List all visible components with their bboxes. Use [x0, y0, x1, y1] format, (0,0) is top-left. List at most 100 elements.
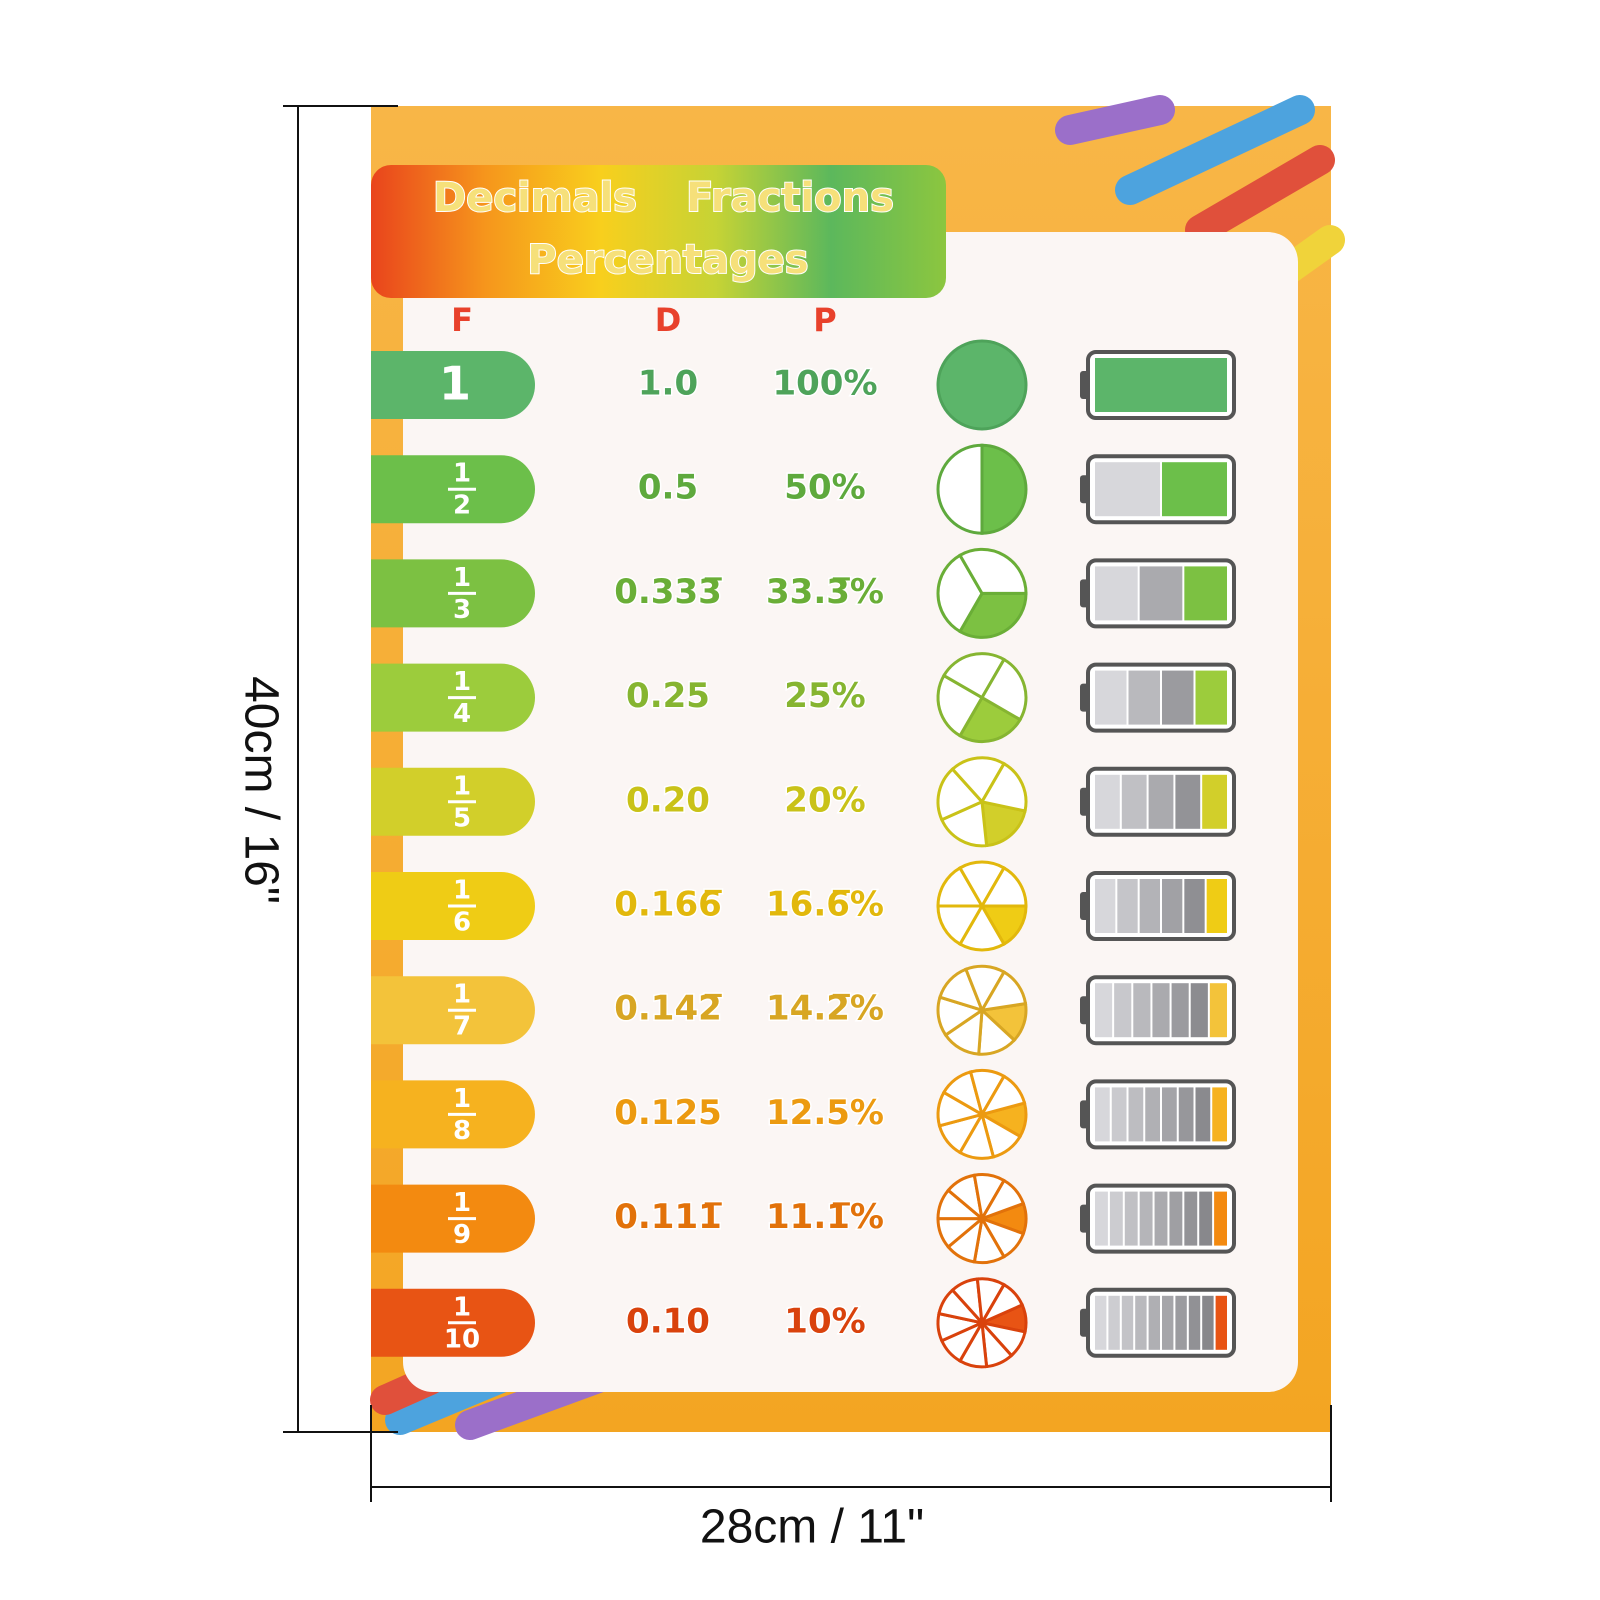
pie-slice [979, 865, 1028, 908]
battery-cell [1095, 462, 1160, 517]
battery-cell [1169, 1191, 1183, 1246]
title-word: Percentages [527, 237, 808, 283]
pie [936, 1173, 1028, 1265]
battery-cell [1154, 1191, 1168, 1246]
fraction-numerator: 1 [453, 876, 471, 906]
battery-cell [1148, 1295, 1160, 1350]
percent: 100% [772, 364, 877, 404]
row: 13 0.333̅ 33.3̅% [371, 547, 1236, 639]
battery-cell [1190, 983, 1208, 1038]
decimal: 0.25 [626, 676, 710, 716]
battery-cell [1095, 774, 1120, 829]
percent: 16.6̅% [766, 885, 884, 925]
row: 18 0.125 12.5% [371, 1068, 1236, 1160]
battery-cell [1214, 1191, 1227, 1246]
fraction-denominator: 5 [453, 803, 471, 833]
decimal: 0.333̅ [614, 572, 722, 612]
battery-cell [1095, 983, 1113, 1038]
pie-slice [978, 1178, 1026, 1222]
height-label: 40cm / 16" [234, 676, 287, 904]
battery-cell [1184, 879, 1205, 933]
battery-cell [1128, 1087, 1144, 1142]
decimal: 0.5 [638, 468, 698, 508]
pie-slice [979, 761, 1028, 813]
fraction-numerator: 1 [453, 459, 471, 489]
battery-cell [1139, 566, 1183, 621]
fraction-denominator: 8 [453, 1116, 471, 1146]
decimal: 0.20 [626, 780, 710, 820]
row: 17 0.142̅ 14.2̅% [371, 964, 1236, 1056]
pie-slice [957, 547, 1028, 595]
title-word: Fractions [686, 175, 894, 221]
battery [1080, 1079, 1236, 1150]
battery-cell [1121, 774, 1147, 829]
percent: 50% [784, 468, 865, 508]
battery-cell [1162, 1295, 1174, 1350]
title-banner [371, 165, 946, 298]
battery-cell [1135, 1295, 1147, 1350]
battery [1080, 350, 1236, 420]
pie-slice [978, 1282, 1025, 1327]
pie-slice [980, 443, 1028, 535]
battery-cell [1162, 879, 1183, 933]
battery [1080, 662, 1236, 733]
battery-cell [1171, 983, 1189, 1038]
pie-slice [936, 339, 1028, 431]
pie-slice [936, 443, 984, 535]
fraction-numerator: 1 [453, 771, 471, 801]
battery-cell [1133, 983, 1151, 1038]
row: 15 0.20 20% [371, 756, 1236, 848]
fraction-denominator: 9 [453, 1220, 471, 1250]
pie-slice [980, 799, 1027, 848]
pie-slice [979, 657, 1028, 722]
battery-cell [1109, 1191, 1123, 1246]
battery-cell [1212, 1087, 1227, 1142]
row: 1 1.0 100% [371, 339, 1236, 431]
pie-slice [936, 766, 985, 822]
battery-cell [1095, 1087, 1110, 1142]
fraction-numerator: 1 [453, 563, 471, 593]
pie [936, 652, 1028, 744]
battery-cell [1199, 1191, 1213, 1246]
title-word: Decimals [433, 175, 637, 221]
battery-cell [1111, 1087, 1127, 1142]
fraction-tab [371, 351, 535, 419]
battery-cell [1114, 983, 1132, 1038]
percent: 33.3̅% [766, 572, 884, 612]
battery [1080, 766, 1236, 837]
battery-cell [1108, 1295, 1120, 1350]
battery-cell [1145, 1087, 1160, 1142]
row: 14 0.25 25% [371, 652, 1236, 744]
battery-cell [1184, 566, 1227, 621]
fraction-denominator: 10 [444, 1324, 480, 1354]
battery-cell [1175, 1295, 1187, 1350]
battery-cell [1095, 1191, 1108, 1246]
fraction-numerator: 1 [453, 1292, 471, 1322]
pie-slice [936, 553, 984, 634]
battery-cell [1095, 1295, 1107, 1350]
battery-cell [1124, 1191, 1138, 1246]
fraction-denominator: 4 [453, 699, 471, 729]
fraction-denominator: 3 [453, 595, 471, 625]
pie-slice [957, 695, 1023, 744]
battery-cell [1095, 879, 1116, 933]
decimal: 0.166̅ [614, 885, 722, 925]
battery-cell [1148, 774, 1174, 829]
row: 16 0.166̅ 16.6̅% [371, 860, 1236, 952]
fraction-numerator: 1 [453, 667, 471, 697]
fraction-numerator: 1 [453, 1084, 471, 1114]
column-header: P [813, 301, 836, 339]
fraction-denominator: 2 [453, 491, 471, 521]
battery-cell [1121, 1295, 1134, 1350]
battery-cell [1184, 1191, 1198, 1246]
pie [936, 339, 1028, 431]
column-header: F [451, 301, 473, 339]
pie-slice [941, 652, 1007, 700]
decimal: 0.142̅ [614, 989, 722, 1029]
battery-cell [1175, 774, 1201, 829]
content-panel [403, 232, 1298, 1392]
battery-cell [1095, 566, 1138, 621]
battery-cell [1128, 670, 1160, 725]
pie [936, 547, 1028, 639]
